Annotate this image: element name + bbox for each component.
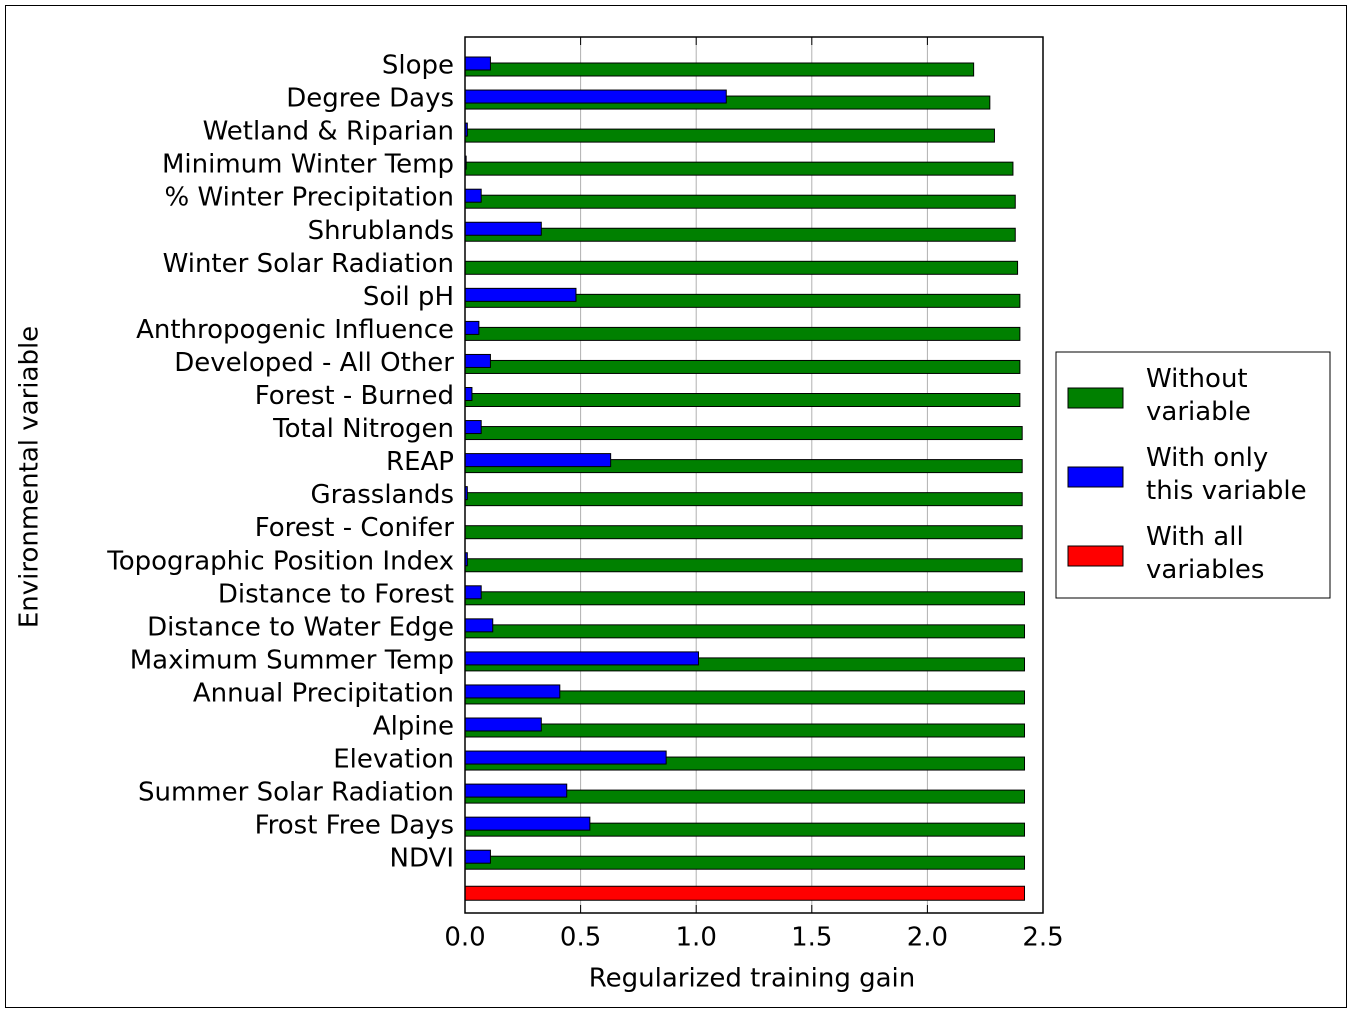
y-tick-label: Degree Days (286, 84, 454, 114)
plot-border (464, 36, 1044, 914)
x-tick-label: 0.5 (560, 923, 601, 953)
bar (464, 62, 975, 77)
bar (464, 353, 491, 368)
y-tick-label: Wetland & Riparian (203, 117, 454, 147)
x-tick-label: 2.5 (1022, 923, 1063, 953)
y-tick-label: Frost Free Days (255, 811, 454, 841)
y-tick-label: Maximum Summer Temp (130, 645, 454, 675)
bar (464, 783, 568, 798)
bar (464, 260, 1019, 275)
y-tick-label: % Winter Precipitation (165, 183, 454, 213)
legend-swatch (1067, 387, 1124, 409)
legend-label: With only this variable (1146, 443, 1307, 506)
bar (464, 420, 482, 435)
y-tick-label: Slope (382, 51, 454, 81)
bar (464, 651, 700, 666)
y-tick-label: Shrublands (308, 216, 454, 246)
legend-label: With all variables (1146, 522, 1264, 585)
bar (464, 387, 473, 401)
x-tick-label: 0.0 (444, 923, 485, 953)
bar (464, 624, 1026, 639)
legend-swatch (1067, 545, 1124, 567)
bar (464, 287, 577, 302)
y-tick-label: NDVI (390, 844, 454, 874)
y-tick-label: Minimum Winter Temp (162, 150, 454, 180)
y-tick-label: Distance to Forest (218, 579, 454, 609)
y-tick-label: Forest - Burned (255, 381, 454, 411)
y-tick-label: Developed - All Other (174, 348, 454, 378)
y-tick-label: Anthropogenic Influence (136, 315, 454, 345)
bar (464, 492, 1023, 507)
bar (464, 885, 1026, 901)
bar (464, 359, 1021, 374)
bar (464, 558, 1023, 573)
bar (464, 717, 542, 732)
y-tick-label: Topographic Position Index (106, 546, 454, 576)
bar (464, 56, 491, 71)
bar (464, 750, 667, 765)
x-tick-label: 2.0 (907, 923, 948, 953)
bar (464, 227, 1016, 242)
bar (464, 585, 482, 600)
y-tick-label: Elevation (333, 745, 454, 775)
bar (464, 816, 591, 831)
bar (464, 326, 1021, 341)
y-tick-label: REAP (386, 447, 454, 477)
bar (464, 161, 1014, 176)
bar (464, 453, 612, 468)
bar (464, 393, 1021, 407)
bar (464, 320, 480, 335)
y-tick-label: Soil pH (363, 282, 454, 312)
bar (464, 684, 561, 699)
y-tick-label: Summer Solar Radiation (138, 778, 454, 808)
y-tick-label: Alpine (373, 712, 454, 742)
bar (464, 194, 1016, 209)
bar (464, 849, 491, 864)
x-axis-label: Regularized training gain (589, 964, 916, 994)
legend-label: Without variable (1146, 364, 1256, 427)
y-tick-label: Forest - Conifer (255, 513, 455, 543)
y-axis-label: Environmental variable (15, 326, 45, 628)
y-tick-label: Distance to Water Edge (147, 612, 454, 642)
bar (464, 89, 727, 104)
x-tick-label: 1.0 (676, 923, 717, 953)
bar (464, 618, 494, 633)
bar (464, 855, 1026, 870)
y-tick-label: Winter Solar Radiation (163, 249, 454, 279)
bar (464, 525, 1023, 540)
y-tick-label: Grasslands (310, 480, 454, 510)
bar (464, 426, 1023, 441)
bar (464, 591, 1026, 606)
bar (464, 128, 995, 143)
y-tick-label: Annual Precipitation (193, 678, 454, 708)
bar (464, 188, 482, 203)
legend-swatch (1067, 466, 1124, 488)
y-tick-label: Total Nitrogen (272, 414, 454, 444)
x-tick-label: 1.5 (791, 923, 832, 953)
bar (464, 723, 1026, 738)
bar (464, 221, 542, 236)
